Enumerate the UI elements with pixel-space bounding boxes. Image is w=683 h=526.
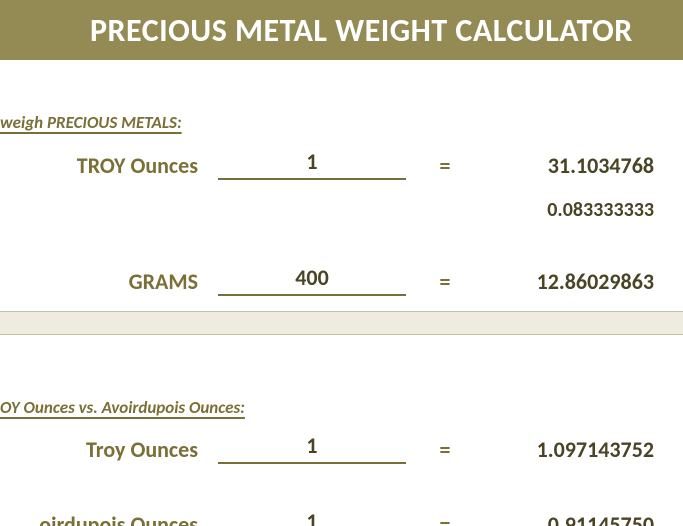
row-troy-ounces: TROY Ounces 1 = 31.1034768 [0, 150, 683, 180]
equals-sign: = [406, 152, 484, 179]
label-avoirdupois: oirdupois Ounces [0, 511, 218, 526]
input-troy-2-value[interactable]: 1 [218, 434, 406, 464]
row-grams: GRAMS 400 = 12.86029863 [0, 266, 683, 296]
label-troy-ounces: TROY Ounces [0, 152, 218, 179]
input-cell-grams[interactable]: 400 [218, 266, 406, 296]
input-troy-value[interactable]: 1 [218, 150, 406, 180]
page-title: PRECIOUS METAL WEIGHT CALCULATOR [90, 11, 633, 50]
input-avoir-value[interactable]: 1 [218, 510, 406, 526]
label-troy-ounces-2: Troy Ounces [0, 436, 218, 463]
input-grams-value[interactable]: 400 [218, 266, 406, 296]
title-band: PRECIOUS METAL WEIGHT CALCULATOR [0, 0, 683, 60]
equals-sign: = [406, 436, 484, 463]
equals-sign: = [406, 511, 484, 526]
row-troy-ounces-2: Troy Ounces 1 = 1.097143752 [0, 434, 683, 464]
input-cell-troy[interactable]: 1 [218, 150, 406, 180]
result-avoir-troy: 0.91145750 [484, 511, 664, 526]
row-avoirdupois: oirdupois Ounces 1 = 0.91145750 [0, 510, 683, 526]
section-divider [0, 311, 683, 335]
label-grams: GRAMS [0, 268, 218, 295]
section2-heading: OY Ounces vs. Avoirdupois Ounces: [0, 397, 245, 418]
input-cell-avoir[interactable]: 1 [218, 510, 406, 526]
equals-sign: = [406, 268, 484, 295]
result-grams-troy: 12.86029863 [484, 268, 664, 295]
result-troy-avoir: 1.097143752 [484, 436, 664, 463]
section1-heading: weigh PRECIOUS METALS: [0, 112, 182, 133]
result-troy-grams: 31.1034768 [484, 152, 664, 179]
input-cell-troy-2[interactable]: 1 [218, 434, 406, 464]
result-troy-sub: 0.083333333 [484, 198, 664, 222]
